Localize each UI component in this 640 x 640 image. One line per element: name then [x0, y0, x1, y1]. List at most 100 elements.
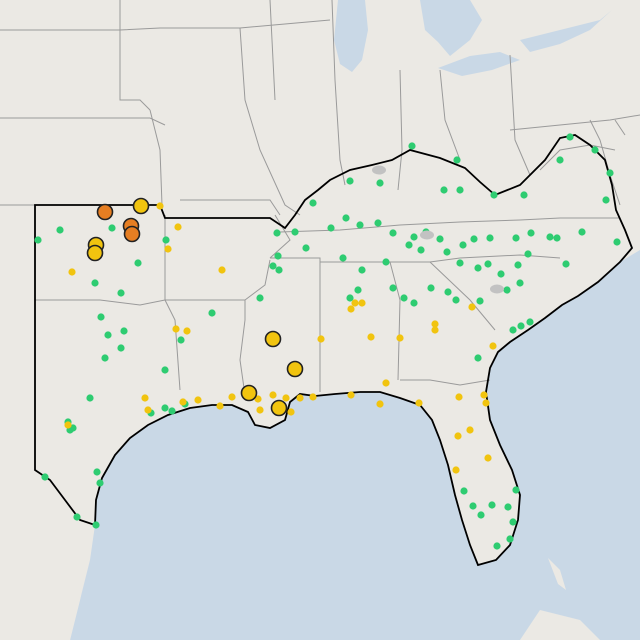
green-marker[interactable]	[460, 487, 468, 495]
gray-marker[interactable]	[420, 230, 434, 240]
yellow-marker[interactable]	[452, 466, 460, 474]
green-marker[interactable]	[256, 294, 264, 302]
yellow-marker[interactable]	[218, 266, 226, 274]
green-marker[interactable]	[417, 246, 425, 254]
yellow-marker[interactable]	[396, 334, 404, 342]
green-marker[interactable]	[512, 234, 520, 242]
green-marker[interactable]	[556, 156, 564, 164]
green-marker[interactable]	[408, 142, 416, 150]
green-marker[interactable]	[120, 327, 128, 335]
yellow-marker[interactable]	[156, 202, 164, 210]
green-marker[interactable]	[477, 511, 485, 519]
green-marker[interactable]	[269, 262, 277, 270]
green-marker[interactable]	[517, 322, 525, 330]
green-marker[interactable]	[509, 518, 517, 526]
yellow-marker[interactable]	[216, 402, 224, 410]
green-marker[interactable]	[440, 186, 448, 194]
green-marker[interactable]	[376, 179, 384, 187]
green-marker[interactable]	[452, 296, 460, 304]
green-marker[interactable]	[474, 264, 482, 272]
green-marker[interactable]	[512, 486, 520, 494]
large-yellow-marker[interactable]	[270, 399, 288, 417]
green-marker[interactable]	[134, 259, 142, 267]
green-marker[interactable]	[405, 241, 413, 249]
yellow-marker[interactable]	[296, 394, 304, 402]
yellow-marker[interactable]	[254, 395, 262, 403]
yellow-marker[interactable]	[415, 399, 423, 407]
yellow-marker[interactable]	[183, 327, 191, 335]
green-marker[interactable]	[506, 535, 514, 543]
yellow-marker[interactable]	[174, 223, 182, 231]
green-marker[interactable]	[389, 284, 397, 292]
yellow-marker[interactable]	[141, 394, 149, 402]
green-marker[interactable]	[382, 258, 390, 266]
yellow-marker[interactable]	[194, 396, 202, 404]
yellow-marker[interactable]	[309, 393, 317, 401]
green-marker[interactable]	[456, 259, 464, 267]
yellow-marker[interactable]	[269, 391, 277, 399]
green-marker[interactable]	[96, 479, 104, 487]
green-marker[interactable]	[509, 326, 517, 334]
green-marker[interactable]	[400, 294, 408, 302]
green-marker[interactable]	[493, 542, 501, 550]
gray-marker[interactable]	[490, 284, 504, 294]
green-marker[interactable]	[516, 279, 524, 287]
green-marker[interactable]	[342, 214, 350, 222]
yellow-marker[interactable]	[431, 320, 439, 328]
green-marker[interactable]	[524, 250, 532, 258]
green-marker[interactable]	[591, 146, 599, 154]
yellow-marker[interactable]	[347, 391, 355, 399]
green-marker[interactable]	[389, 229, 397, 237]
green-marker[interactable]	[504, 503, 512, 511]
green-marker[interactable]	[443, 248, 451, 256]
green-marker[interactable]	[527, 229, 535, 237]
green-marker[interactable]	[520, 191, 528, 199]
yellow-marker[interactable]	[489, 342, 497, 350]
green-marker[interactable]	[427, 284, 435, 292]
green-marker[interactable]	[374, 219, 382, 227]
green-marker[interactable]	[108, 224, 116, 232]
yellow-marker[interactable]	[455, 393, 463, 401]
green-marker[interactable]	[161, 366, 169, 374]
green-marker[interactable]	[327, 224, 335, 232]
yellow-marker[interactable]	[179, 398, 187, 406]
green-marker[interactable]	[503, 286, 511, 294]
green-marker[interactable]	[56, 226, 64, 234]
yellow-marker[interactable]	[468, 303, 476, 311]
green-marker[interactable]	[168, 407, 176, 415]
yellow-marker[interactable]	[376, 400, 384, 408]
large-yellow-marker[interactable]	[240, 384, 258, 402]
yellow-marker[interactable]	[144, 406, 152, 414]
green-marker[interactable]	[459, 241, 467, 249]
green-marker[interactable]	[484, 260, 492, 268]
green-marker[interactable]	[302, 244, 310, 252]
green-marker[interactable]	[488, 501, 496, 509]
green-marker[interactable]	[346, 294, 354, 302]
green-marker[interactable]	[34, 236, 42, 244]
yellow-marker[interactable]	[466, 426, 474, 434]
green-marker[interactable]	[86, 394, 94, 402]
yellow-marker[interactable]	[228, 393, 236, 401]
green-marker[interactable]	[476, 297, 484, 305]
yellow-marker[interactable]	[482, 399, 490, 407]
yellow-marker[interactable]	[164, 245, 172, 253]
green-marker[interactable]	[358, 266, 366, 274]
green-marker[interactable]	[436, 235, 444, 243]
green-marker[interactable]	[41, 473, 49, 481]
green-marker[interactable]	[356, 221, 364, 229]
green-marker[interactable]	[486, 234, 494, 242]
yellow-marker[interactable]	[256, 406, 264, 414]
yellow-marker[interactable]	[454, 432, 462, 440]
green-marker[interactable]	[117, 289, 125, 297]
green-marker[interactable]	[274, 252, 282, 260]
large-yellow-marker[interactable]	[264, 330, 282, 348]
green-marker[interactable]	[613, 238, 621, 246]
yellow-marker[interactable]	[358, 299, 366, 307]
green-marker[interactable]	[275, 266, 283, 274]
green-marker[interactable]	[101, 354, 109, 362]
green-marker[interactable]	[73, 513, 81, 521]
green-marker[interactable]	[606, 169, 614, 177]
yellow-marker[interactable]	[282, 394, 290, 402]
